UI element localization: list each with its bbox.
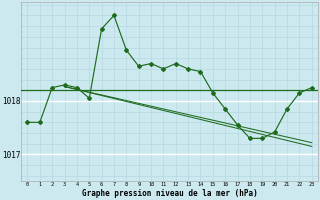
X-axis label: Graphe pression niveau de la mer (hPa): Graphe pression niveau de la mer (hPa)	[82, 189, 258, 198]
